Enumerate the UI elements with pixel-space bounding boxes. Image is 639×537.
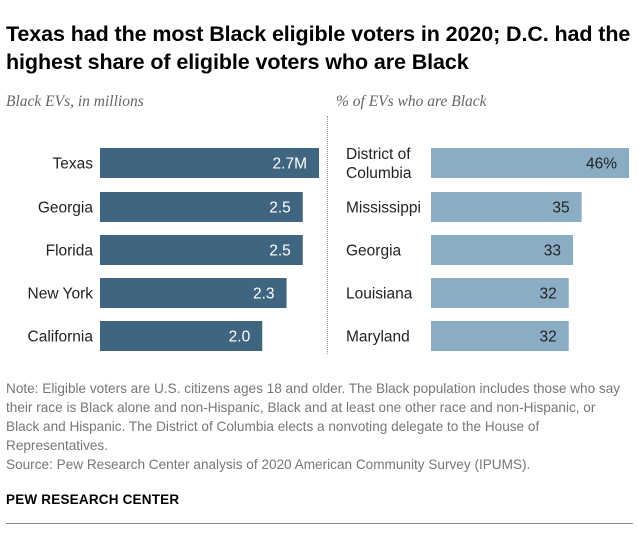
- left-bar: [100, 321, 263, 351]
- right-bar: [431, 235, 574, 265]
- bottom-rule: [6, 523, 633, 524]
- right-value-label: 33: [544, 243, 561, 260]
- left-category-label: Texas: [53, 156, 94, 173]
- right-value-label: 32: [539, 329, 556, 346]
- right-category-label: District of Columbia: [346, 146, 412, 182]
- note-text: Note: Eligible voters are U.S. citizens …: [6, 381, 621, 453]
- left-bar: [100, 192, 303, 222]
- left-category-label: Florida: [46, 243, 94, 260]
- left-panel-subtitle: Black EVs, in millions: [6, 93, 144, 110]
- left-value-label: 2.5: [269, 243, 291, 260]
- left-value-label: 2.5: [269, 200, 291, 217]
- left-category-label: New York: [28, 286, 94, 303]
- left-value-label: 2.7M: [273, 156, 307, 173]
- left-category-label: California: [28, 329, 94, 346]
- right-panel-subtitle: % of EVs who are Black: [336, 93, 487, 110]
- right-bar: [431, 278, 569, 308]
- right-bar: [431, 192, 582, 222]
- right-value-label: 46%: [586, 156, 617, 173]
- right-bar: [431, 321, 569, 351]
- brand-logo-text: PEW RESEARCH CENTER: [6, 492, 180, 507]
- left-bar: [100, 235, 303, 265]
- right-category-label: Mississippi: [346, 200, 421, 217]
- left-bar: [100, 148, 319, 178]
- left-category-label: Georgia: [38, 200, 94, 217]
- right-category-label: Maryland: [346, 329, 410, 346]
- left-value-label: 2.3: [253, 286, 275, 303]
- right-value-label: 32: [539, 286, 556, 303]
- right-category-label: Louisiana: [346, 286, 413, 303]
- left-value-label: 2.0: [229, 329, 251, 346]
- source-text: Source: Pew Research Center analysis of …: [6, 457, 531, 472]
- footnote: Note: Eligible voters are U.S. citizens …: [6, 379, 631, 474]
- panel-divider: [327, 116, 328, 354]
- right-value-label: 35: [552, 200, 569, 217]
- left-bar: [100, 278, 287, 308]
- chart-title: Texas had the most Black eligible voters…: [6, 22, 631, 74]
- right-bar: [431, 148, 629, 178]
- right-category-label: Georgia: [346, 243, 402, 260]
- bar-charts: 2.7M Texas 2.5 Georgia 2.5 Florida 2.3 New York…: [28, 146, 629, 351]
